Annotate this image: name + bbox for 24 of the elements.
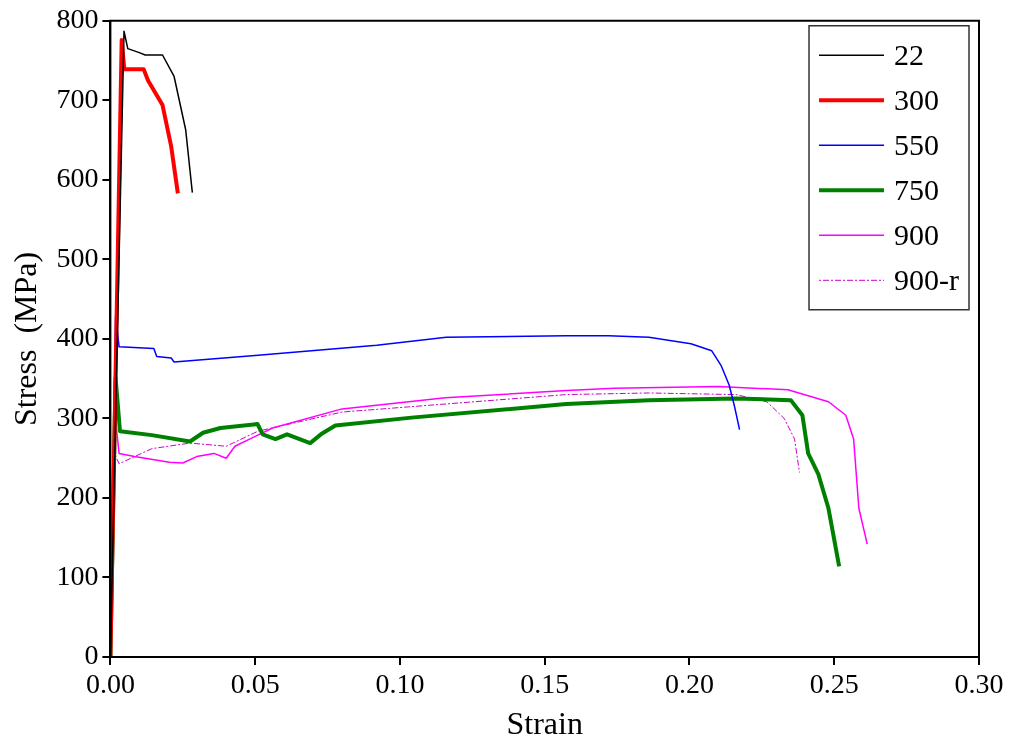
legend-label: 900-r (894, 263, 960, 297)
y-axis-title: Stress (MPa) (6, 251, 43, 427)
x-axis-title: Strain (506, 705, 583, 742)
x-tick-label: 0.00 (85, 668, 135, 700)
x-tick-label: 0.10 (375, 668, 425, 700)
y-tick-label: 700 (56, 82, 99, 114)
legend-label: 550 (894, 128, 940, 162)
legend-label: 900 (894, 218, 940, 252)
legend-label: 750 (894, 173, 940, 207)
x-tick-label: 0.05 (230, 668, 280, 700)
y-tick-label: 400 (56, 321, 99, 353)
x-tick-label: 0.30 (954, 668, 1004, 700)
x-tick-label: 0.25 (809, 668, 859, 700)
y-tick-label: 600 (56, 162, 99, 194)
x-tick-label: 0.15 (520, 668, 570, 700)
y-tick-label: 200 (56, 480, 99, 512)
y-tick-label: 0 (84, 639, 99, 671)
y-tick-label: 100 (56, 559, 99, 591)
x-tick-label: 0.20 (664, 668, 714, 700)
legend-label: 300 (894, 83, 940, 117)
y-tick-label: 500 (56, 241, 99, 273)
y-tick-label: 300 (56, 400, 99, 432)
legend-label: 22 (894, 38, 925, 72)
y-tick-label: 800 (56, 3, 99, 35)
